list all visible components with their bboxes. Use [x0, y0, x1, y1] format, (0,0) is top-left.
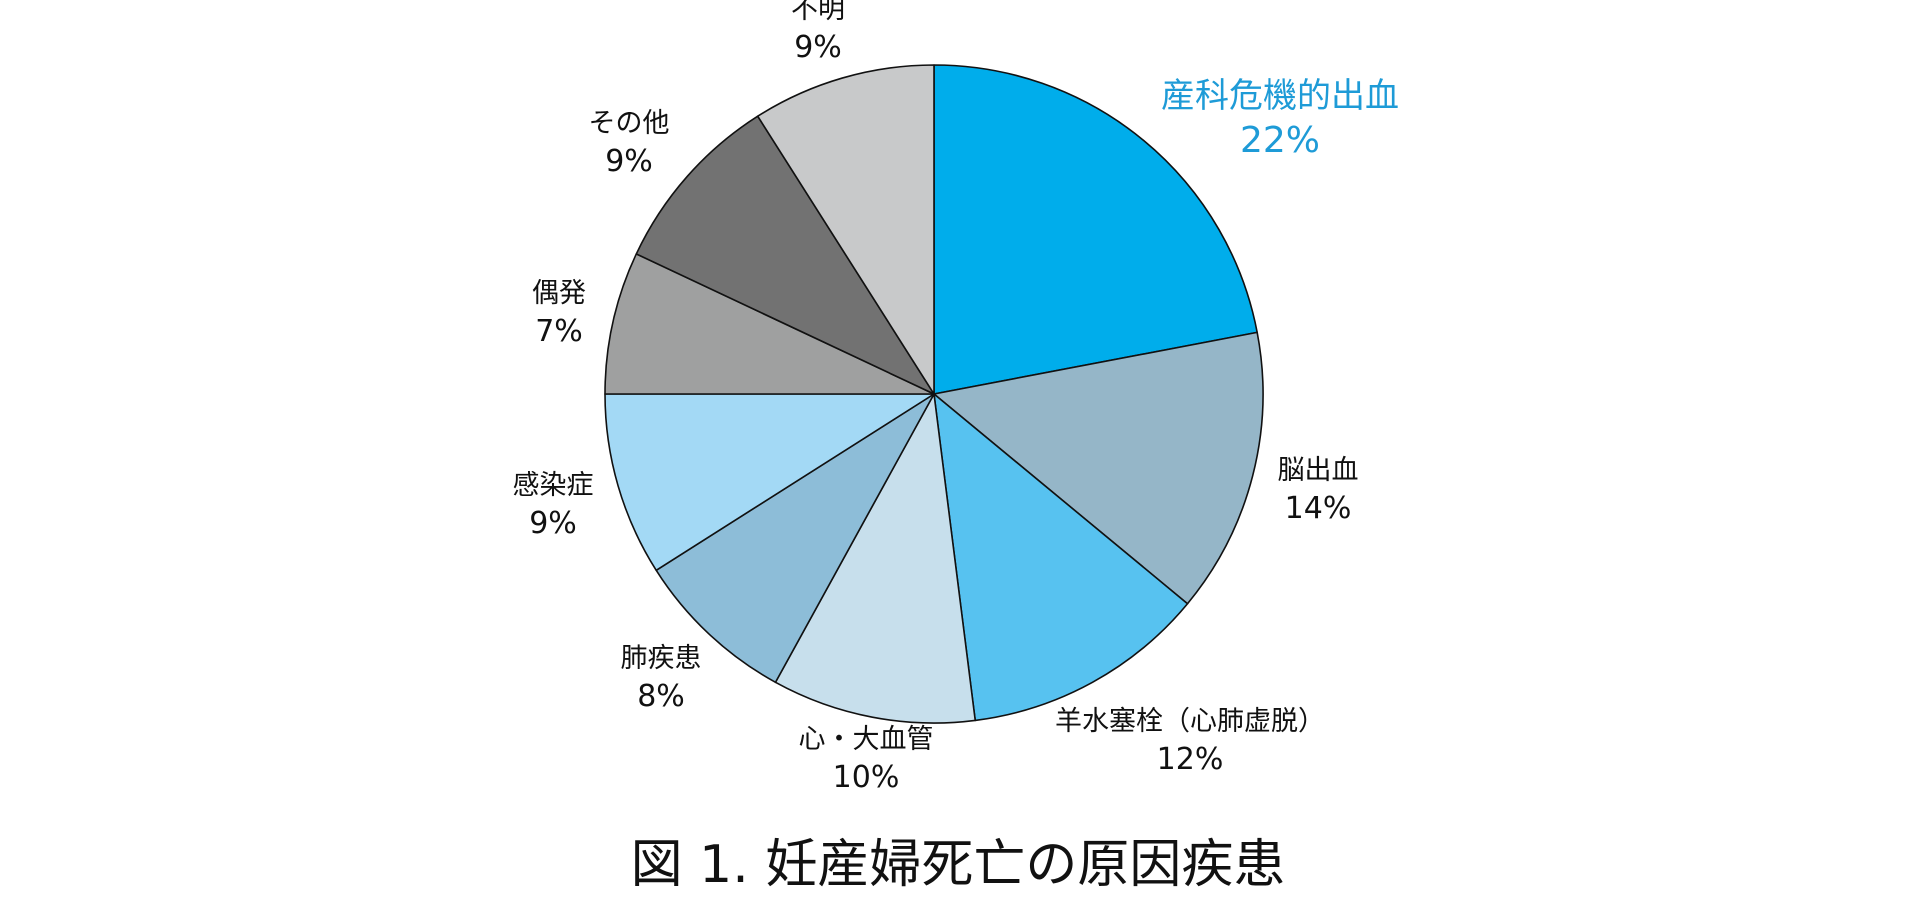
slice-label-2: 脳出血 — [1278, 455, 1359, 486]
slice-value-6: 9% — [529, 506, 577, 541]
pie-slice-7 — [604, 253, 935, 395]
pie-slice-1 — [933, 64, 1258, 395]
pie-slice-6 — [604, 393, 935, 572]
pie-slice-5 — [655, 393, 935, 684]
slice-label-5: 肺疾患 — [621, 643, 702, 674]
slice-value-2: 14% — [1285, 491, 1352, 526]
pie-slice-3 — [933, 393, 1189, 722]
chart-title: 図 1. 妊産婦死亡の原因疾患 — [631, 835, 1286, 895]
slice-value-7: 7% — [535, 314, 583, 349]
pie-slices — [604, 64, 1264, 724]
slice-label-9: 不明 — [791, 0, 845, 25]
slice-value-3: 12% — [1157, 742, 1224, 777]
slice-value-9: 9% — [794, 30, 842, 65]
slice-label-6: 感染症 — [513, 470, 594, 501]
slice-value-1: 22% — [1240, 120, 1320, 161]
slice-value-5: 8% — [637, 679, 685, 714]
pie-slice-2 — [933, 331, 1264, 605]
slice-value-4: 10% — [833, 760, 900, 795]
slice-value-8: 9% — [605, 144, 653, 179]
slice-label-1: 産科危機的出血 — [1161, 76, 1399, 116]
pie-slice-8 — [635, 115, 935, 395]
slice-label-3: 羊水塞栓（心肺虚脱） — [1055, 706, 1325, 737]
slice-label-8: その他 — [589, 108, 670, 139]
slice-label-7: 偶発 — [532, 278, 586, 309]
pie-slice-9 — [756, 64, 935, 395]
pie-slice-4 — [774, 393, 977, 724]
slice-label-4: 心・大血管 — [799, 724, 934, 755]
